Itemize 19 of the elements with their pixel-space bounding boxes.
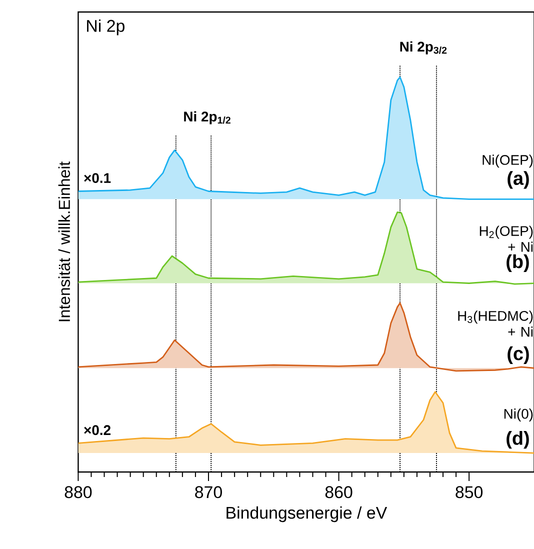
x-tick-label: 860 <box>325 486 352 498</box>
text: Ni 2p$_{3/2}$ <box>400 41 447 54</box>
annotation: ×0.2 <box>84 425 110 436</box>
x-tick-label: 880 <box>64 486 92 498</box>
y-axis-title: Intensität / willk.Einheit <box>58 162 70 322</box>
x-axis-title: Bindungsenergie / eV <box>226 506 387 522</box>
annotation: ×0.1 <box>84 173 111 183</box>
annotation: (d) <box>506 430 529 449</box>
annotation: (b) <box>506 254 529 272</box>
text: Ni(OEP) <box>482 154 533 168</box>
text: Ni(0) <box>504 408 533 422</box>
annotation: (a) <box>508 171 529 189</box>
x-tick-label: 870 <box>194 486 222 498</box>
text: H$_{2}$(OEP) + Ni <box>480 226 533 252</box>
x-tick-label: 850 <box>456 486 482 498</box>
text: H$_{3}$(HEDMC) + Ni <box>458 310 533 337</box>
annotation: Ni 2p$_{1/2}$ <box>184 111 230 124</box>
chart-title: Ni 2p <box>86 19 124 36</box>
annotation: (c) <box>508 346 529 364</box>
